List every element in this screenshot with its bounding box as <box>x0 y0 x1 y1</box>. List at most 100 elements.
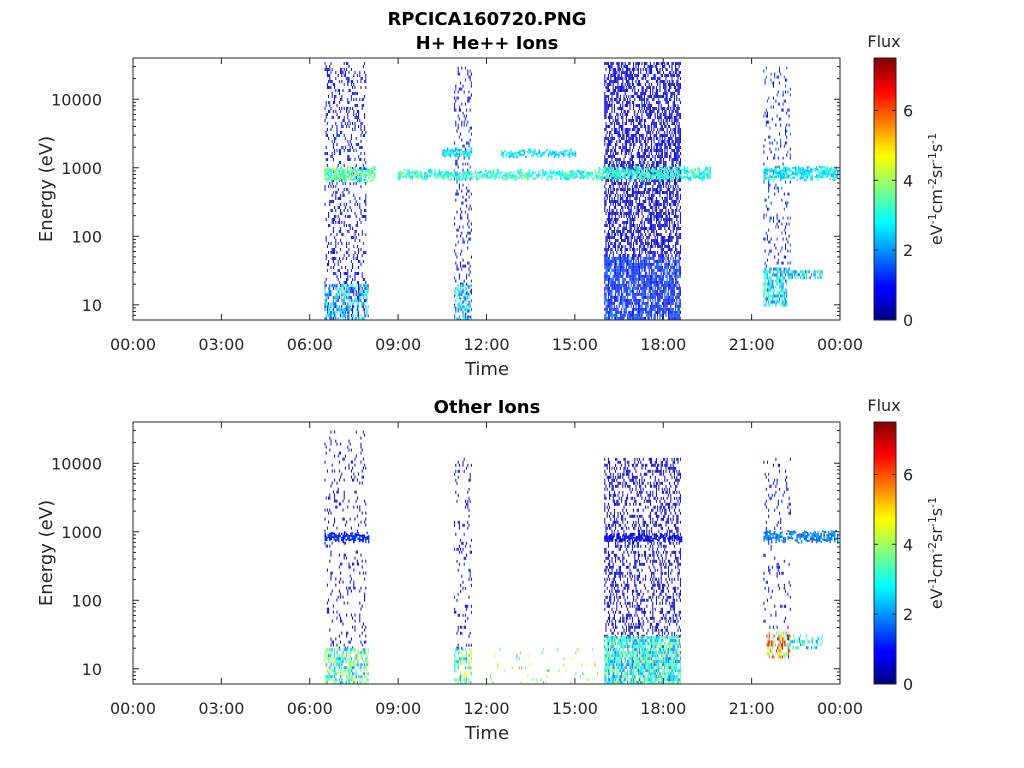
flux-cell <box>646 295 648 299</box>
flux-cell <box>464 308 466 312</box>
flux-cell <box>646 262 648 266</box>
flux-cell <box>655 152 657 155</box>
flux-cell <box>637 191 639 194</box>
flux-cell <box>635 74 637 77</box>
flux-cell <box>628 274 630 278</box>
flux-cell <box>673 158 675 161</box>
flux-cell <box>641 62 643 65</box>
flux-cell <box>639 185 641 188</box>
flux-cell <box>463 240 465 244</box>
flux-cell <box>624 122 626 125</box>
flux-cell <box>665 224 667 227</box>
flux-cell <box>607 248 609 251</box>
flux-cell <box>659 215 661 218</box>
flux-cell <box>669 182 671 185</box>
flux-cell <box>653 307 655 311</box>
flux-cell <box>326 305 328 309</box>
flux-cell <box>660 179 662 182</box>
flux-cell <box>645 152 647 155</box>
flux-cell <box>665 92 667 95</box>
flux-cell <box>646 149 648 152</box>
flux-cell <box>637 307 639 311</box>
flux-cell <box>770 300 772 304</box>
flux-cell <box>637 298 639 302</box>
flux-cell <box>341 212 343 215</box>
flux-cell <box>609 125 611 128</box>
flux-cell <box>466 311 468 315</box>
flux-cell <box>764 276 766 280</box>
flux-cell <box>664 307 666 311</box>
flux-cell <box>679 77 681 80</box>
flux-cell <box>360 185 362 188</box>
flux-cell <box>663 203 665 206</box>
flux-cell <box>669 310 671 314</box>
flux-cell <box>666 131 668 134</box>
flux-cell <box>649 149 651 152</box>
flux-cell <box>631 80 633 83</box>
flux-cell <box>469 108 471 112</box>
flux-cell <box>645 104 647 107</box>
flux-cell <box>653 218 655 221</box>
flux-cell <box>651 271 653 275</box>
flux-cell <box>360 212 362 215</box>
flux-cell <box>676 274 678 278</box>
flux-cell <box>639 95 641 98</box>
flux-cell <box>637 274 639 278</box>
flux-cell <box>649 206 651 209</box>
flux-cell <box>630 176 632 179</box>
flux-cell <box>785 90 786 94</box>
flux-cell <box>653 251 655 254</box>
flux-cell <box>763 285 765 289</box>
flux-cell <box>344 272 346 275</box>
flux-cell <box>679 265 681 269</box>
flux-cell <box>667 179 669 182</box>
flux-cell <box>646 242 648 245</box>
flux-cell <box>325 65 327 68</box>
flux-cell <box>665 89 667 92</box>
flux-cell <box>338 308 340 312</box>
flux-cell <box>640 292 642 296</box>
flux-cell <box>624 89 626 92</box>
flux-cell <box>664 122 666 125</box>
flux-cell <box>467 293 469 297</box>
flux-cell <box>640 221 642 224</box>
flux-cell <box>669 98 671 101</box>
flux-cell <box>348 80 350 83</box>
flux-cell <box>676 68 678 71</box>
flux-cell <box>631 137 633 140</box>
flux-cell <box>765 270 767 274</box>
flux-cell <box>658 265 660 269</box>
flux-cell <box>619 203 621 206</box>
flux-cell <box>331 257 333 260</box>
flux-cell <box>678 125 680 128</box>
flux-cell <box>462 258 464 262</box>
flux-cell <box>615 215 617 218</box>
flux-cell <box>362 317 364 320</box>
flux-cell <box>628 101 630 104</box>
flux-cell <box>337 215 339 218</box>
flux-cell <box>633 86 635 89</box>
flux-cell <box>679 218 681 221</box>
flux-cell <box>613 242 615 245</box>
flux-cell <box>618 65 620 68</box>
flux-cell <box>607 143 609 146</box>
flux-cell <box>661 80 663 83</box>
flux-cell <box>365 218 367 221</box>
flux-cell <box>611 286 613 290</box>
flux-cell <box>619 164 621 167</box>
flux-cell <box>675 176 677 179</box>
flux-cell <box>639 104 641 107</box>
flux-cell <box>769 270 771 274</box>
flux-cell <box>618 146 620 149</box>
flux-cell <box>665 161 667 164</box>
flux-cell <box>661 239 663 242</box>
flux-cell <box>666 271 668 275</box>
flux-cell <box>619 242 621 245</box>
flux-cell <box>636 152 638 155</box>
flux-cell <box>676 74 678 77</box>
flux-cell <box>612 74 614 77</box>
flux-cell <box>633 283 635 287</box>
flux-cell <box>657 283 659 287</box>
flux-cell <box>609 209 611 212</box>
flux-cell <box>607 179 609 182</box>
